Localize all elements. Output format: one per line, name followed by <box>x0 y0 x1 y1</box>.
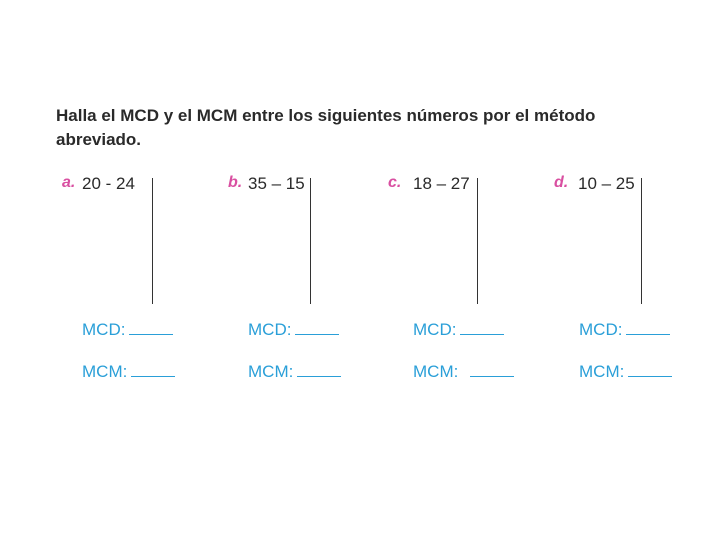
exercise-numbers: 18 – 27 <box>413 174 470 193</box>
mcd-label: MCD: <box>248 320 292 339</box>
exercise-a: a. 20 - 24 <box>62 174 182 304</box>
exercise-letter: c. <box>388 174 402 191</box>
mcm-label: MCM: <box>413 362 459 381</box>
exercise-numbers: 20 - 24 <box>82 174 135 193</box>
instruction-text: Halla el MCD y el MCM entre los siguient… <box>56 106 596 149</box>
answer-blank[interactable] <box>628 362 673 377</box>
exercise-c: c. 18 – 27 <box>388 174 508 304</box>
exercise-b: b. 35 – 15 <box>228 174 348 304</box>
division-line <box>310 178 311 304</box>
answer-blank[interactable] <box>295 320 340 335</box>
mcm-label: MCM: <box>248 362 294 381</box>
mcm-label: MCM: <box>579 362 625 381</box>
answer-blank[interactable] <box>460 320 505 335</box>
mcm-answer-d: MCM: <box>579 362 673 382</box>
mcd-answer-d: MCD: <box>579 320 671 340</box>
division-line <box>152 178 153 304</box>
mcm-answer-b: MCM: <box>248 362 342 382</box>
exercise-numbers: 10 – 25 <box>578 174 635 193</box>
mcd-answer-c: MCD: <box>413 320 505 340</box>
answer-blank[interactable] <box>131 362 176 377</box>
division-line <box>641 178 642 304</box>
mcm-label: MCM: <box>82 362 128 381</box>
answer-blank[interactable] <box>626 320 671 335</box>
mcd-answer-a: MCD: <box>82 320 174 340</box>
answer-blank[interactable] <box>129 320 174 335</box>
mcd-answer-b: MCD: <box>248 320 340 340</box>
exercise-letter: a. <box>62 174 76 191</box>
answer-blank[interactable] <box>470 362 515 377</box>
mcd-label: MCD: <box>82 320 126 339</box>
mcd-label: MCD: <box>579 320 623 339</box>
division-line <box>477 178 478 304</box>
exercise-letter: b. <box>228 174 243 191</box>
exercise-d: d. 10 – 25 <box>554 174 674 304</box>
exercise-letter: d. <box>554 174 569 191</box>
mcm-answer-c: MCM: <box>413 362 515 382</box>
mcm-answer-a: MCM: <box>82 362 176 382</box>
mcd-label: MCD: <box>413 320 457 339</box>
exercise-numbers: 35 – 15 <box>248 174 305 193</box>
answer-blank[interactable] <box>297 362 342 377</box>
